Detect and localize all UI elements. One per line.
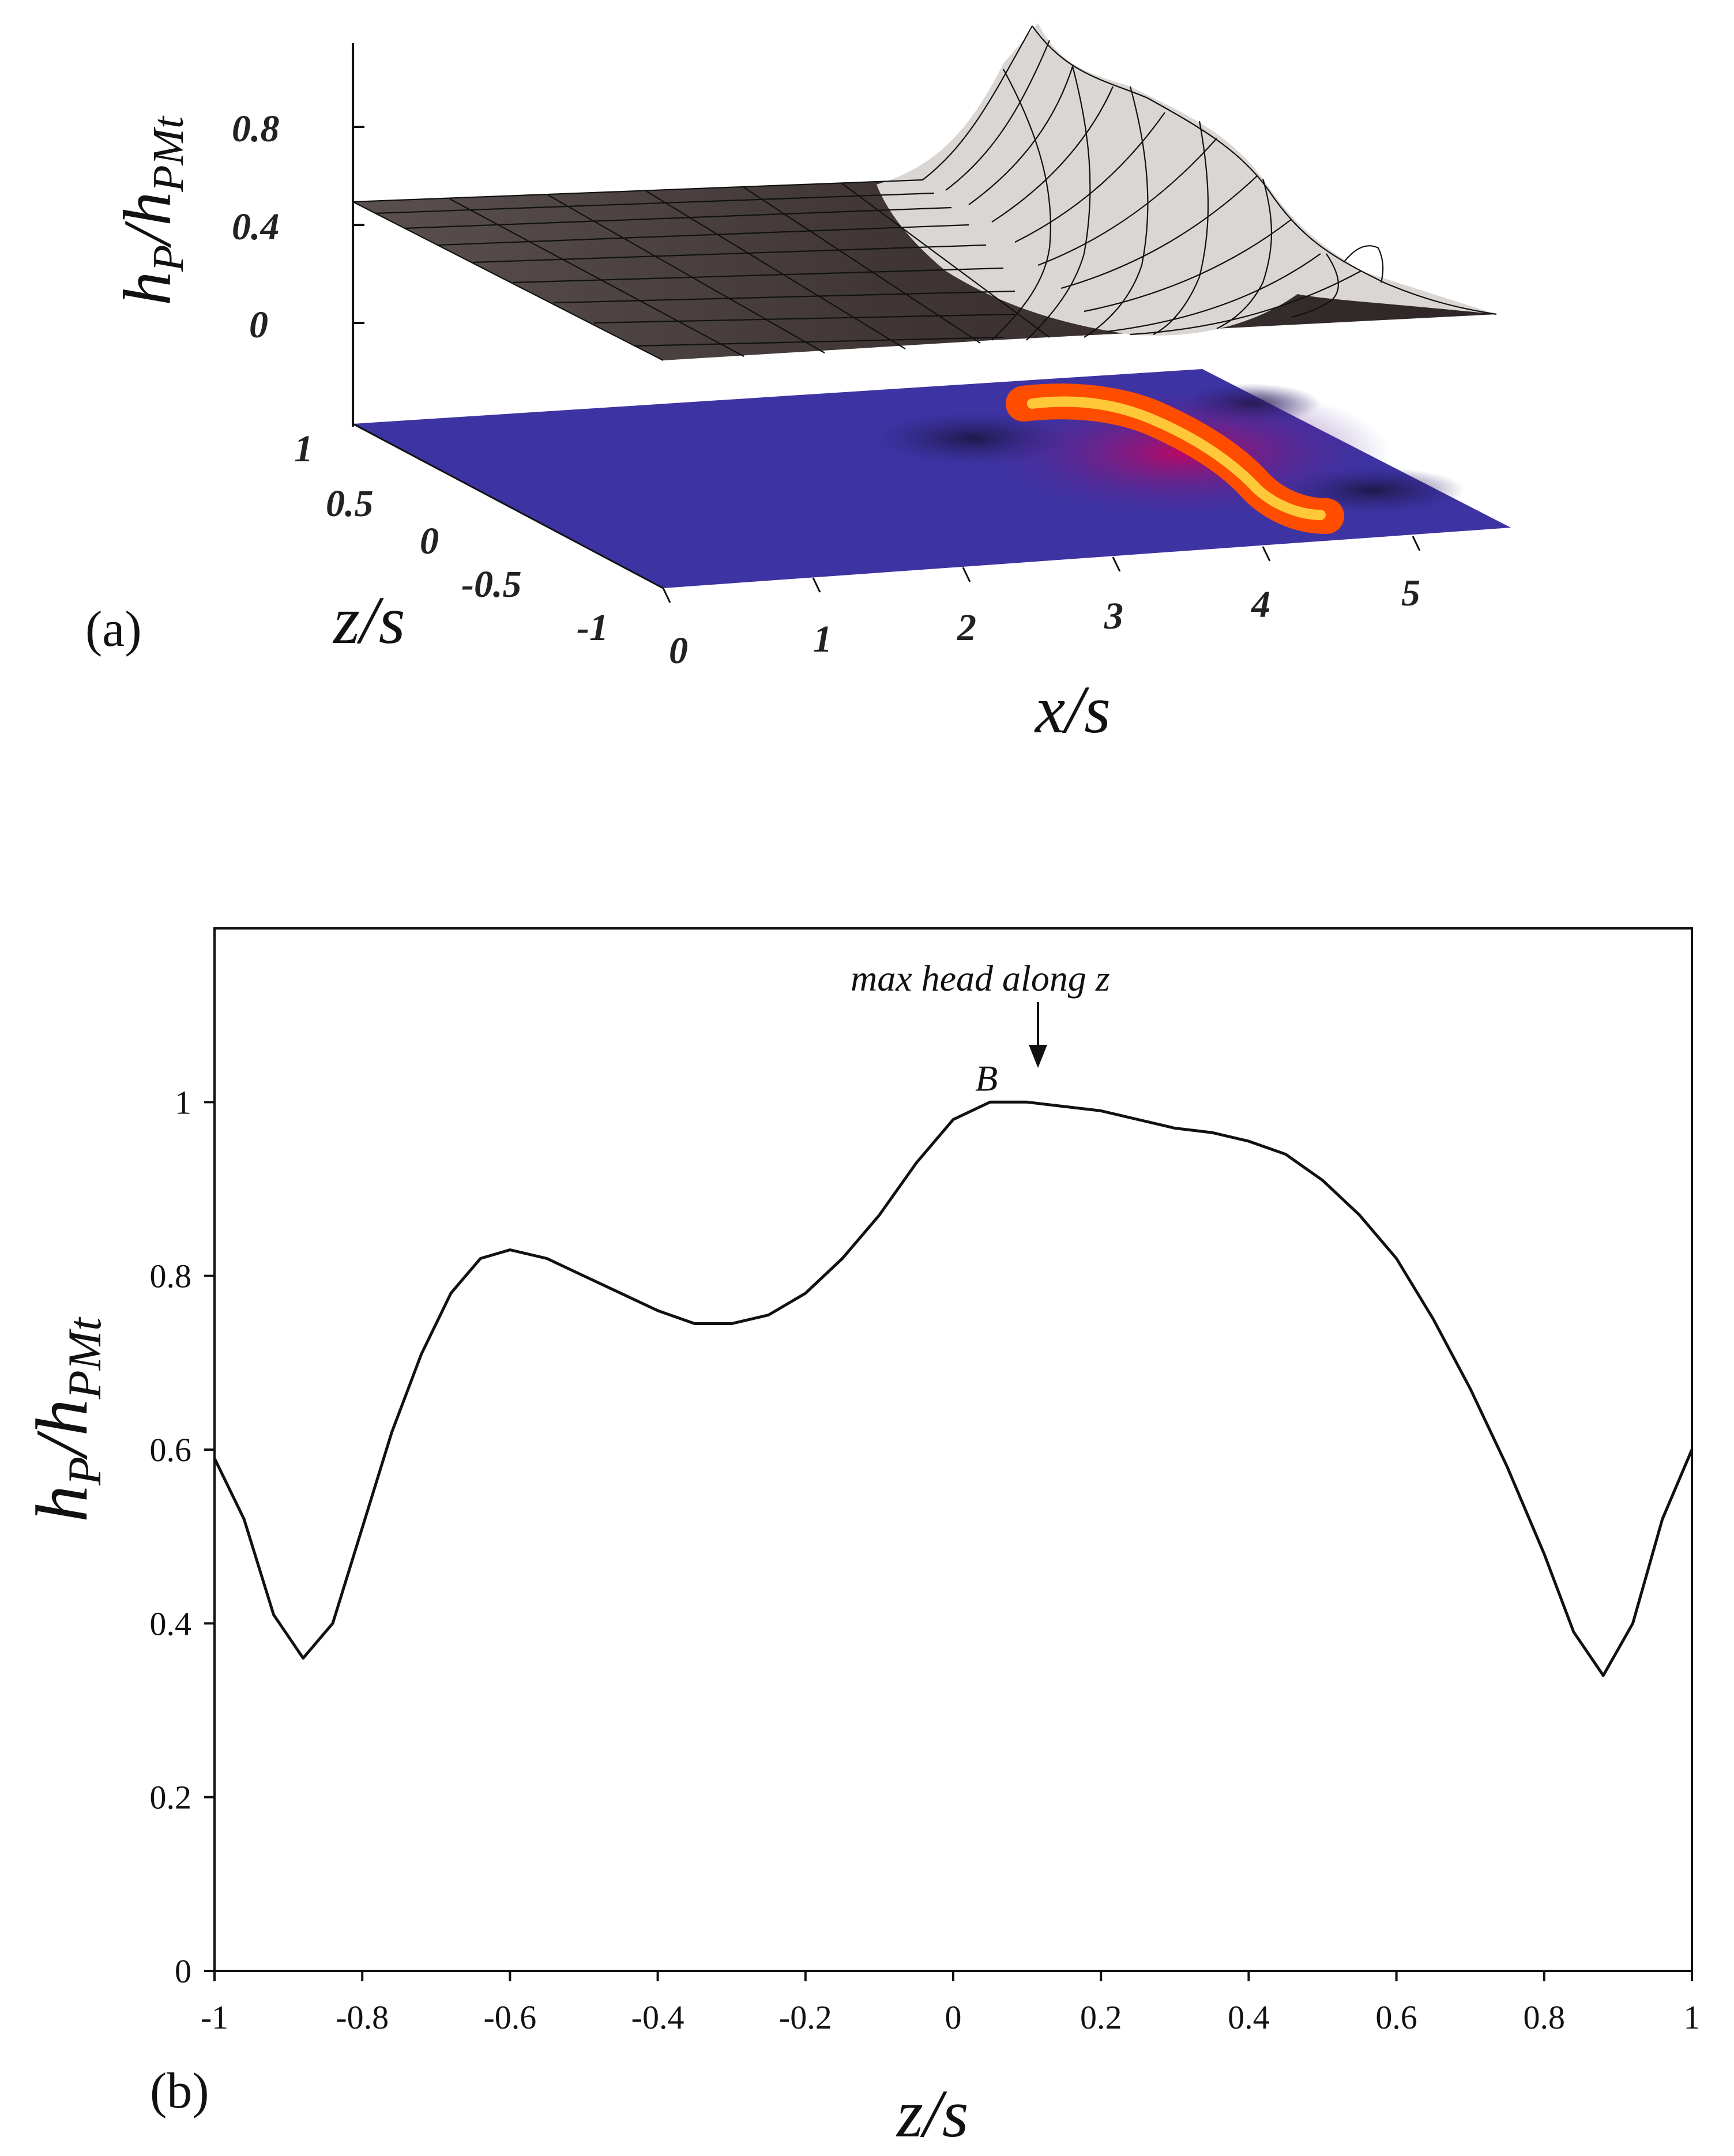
panel-a: 0 0.4 0.8 hP/hPMt (85, 23, 1511, 747)
x-tick-label: -1 (201, 1999, 228, 2036)
mesh-line (403, 206, 952, 229)
x-tick-label: 0.6 (1375, 1999, 1417, 2036)
panel-b-x-axis-label: z/s (896, 2076, 969, 2151)
panel-a-z-tick-label: -0.5 (461, 563, 521, 605)
y-tick-label: 0.4 (150, 1605, 192, 1642)
mesh-line (1107, 253, 1321, 333)
panel-a-x-tick (1112, 556, 1121, 572)
panel-a-y-tick-label: 0.4 (232, 206, 280, 248)
panel-a-z-axis-label: z/s (332, 582, 405, 658)
x-ticks: -1 -0.8 -0.6 -0.4 -0.2 0 0.2 0.4 0.6 0.8 1 (201, 1971, 1701, 2036)
panel-a-x-tick (1262, 546, 1271, 562)
panel-a-z-tick-label: 1 (294, 428, 313, 470)
mesh-line (743, 187, 981, 344)
x-tick-label: -0.2 (779, 1999, 832, 2036)
panel-a-x-tick (1412, 536, 1421, 551)
mesh-line (1291, 253, 1339, 318)
y-tick-label: 1 (175, 1083, 191, 1121)
annotation-arrow-head (1029, 1045, 1047, 1068)
wireframe-surface (352, 23, 1497, 361)
mesh-line (438, 224, 969, 246)
mesh-line (1084, 219, 1292, 313)
mesh-line (553, 290, 1015, 304)
panel-a-z-tick-label: -1 (577, 607, 608, 649)
panel-a-x-tick-label: 2 (957, 607, 976, 649)
mesh-line (1037, 138, 1217, 266)
x-tick-label: -0.6 (483, 1999, 536, 2036)
contour-plane-edge (352, 423, 664, 589)
mesh-line (1130, 270, 1361, 336)
x-tick-label: -0.8 (336, 1999, 389, 2036)
panel-a-x-tick-label: 5 (1401, 572, 1420, 614)
panel-a-x-tick-label: 1 (813, 618, 832, 660)
panel-a-y-tick-label: 0.8 (232, 108, 280, 150)
contour-map (352, 369, 1511, 589)
point-label-b: B (975, 1058, 998, 1098)
surface-peak (877, 23, 1496, 336)
panel-b: 0 0.2 0.4 0.6 0.8 1 -1 -0.8 -0.6 -0.4 -0.2 0 0.2 0.4… (21, 927, 1701, 2151)
panel-a-x-tick-label: 4 (1250, 584, 1270, 626)
mesh-line (513, 267, 1004, 284)
mesh-line (1032, 25, 1497, 315)
plot-frame (213, 927, 1693, 1972)
x-tick-label: 0.8 (1524, 1999, 1566, 2036)
mesh-line (1026, 66, 1091, 341)
mesh-line (968, 66, 1074, 205)
mesh-line (1153, 121, 1209, 335)
panel-a-x-tick-label: 3 (1104, 595, 1123, 637)
mesh-line (1343, 245, 1384, 283)
mesh-line (1084, 86, 1149, 338)
x-tick-label: 1 (1684, 1999, 1701, 2036)
mesh-line (922, 25, 1033, 180)
panel-a-x-axis-label: x/s (1034, 672, 1111, 747)
mesh-line (645, 190, 906, 349)
panel-b-label: (b) (150, 2063, 209, 2119)
x-tick-label: -0.4 (631, 1999, 684, 2036)
panel-a-label: (a) (85, 601, 142, 657)
panel-a-z-tick-label: 0.5 (326, 483, 374, 525)
surface-mesh (352, 25, 1497, 361)
mesh-line (841, 183, 1050, 338)
mesh-line (593, 313, 1015, 324)
mesh-line (449, 198, 744, 357)
panel-a-y-axis-label: hP/hPMt (110, 115, 193, 306)
mesh-line (1060, 175, 1258, 289)
mesh-line (352, 201, 664, 361)
mesh-line (1014, 112, 1165, 243)
y-tick-label: 0.8 (150, 1258, 192, 1295)
mesh-line (991, 86, 1114, 223)
panel-a-y-tick-label: 0 (249, 304, 268, 346)
y-tick-label: 0.2 (150, 1779, 192, 1816)
panel-b-y-axis-label: hP/hPMt (21, 1316, 111, 1522)
y-ticks: 0 0.2 0.4 0.6 0.8 1 (150, 1083, 215, 1990)
panel-a-x-tick-label: 0 (669, 630, 688, 672)
series-line (213, 1100, 1694, 1677)
mesh-line (1216, 178, 1273, 329)
mesh-line (634, 336, 1004, 347)
x-tick-label: 0 (945, 1999, 962, 2036)
x-tick-label: 0.2 (1080, 1999, 1122, 2036)
mesh-line (352, 179, 923, 203)
panel-a-x-tick (662, 588, 671, 603)
panel-a-x-tick (812, 577, 821, 593)
y-tick-label: 0 (175, 1952, 191, 1990)
panel-a-z-tick-label: 0 (420, 520, 439, 562)
x-tick-label: 0.4 (1228, 1999, 1270, 2036)
mesh-line (472, 244, 987, 264)
mesh-line (547, 194, 825, 353)
mesh-line (945, 40, 1051, 191)
contour-peak-core (1027, 396, 1326, 520)
y-tick-label: 0.6 (150, 1431, 192, 1469)
panel-a-x-tick (962, 567, 971, 582)
mesh-line (991, 69, 1051, 341)
annotation-text: max head along z (851, 958, 1110, 999)
mesh-line (374, 192, 935, 215)
